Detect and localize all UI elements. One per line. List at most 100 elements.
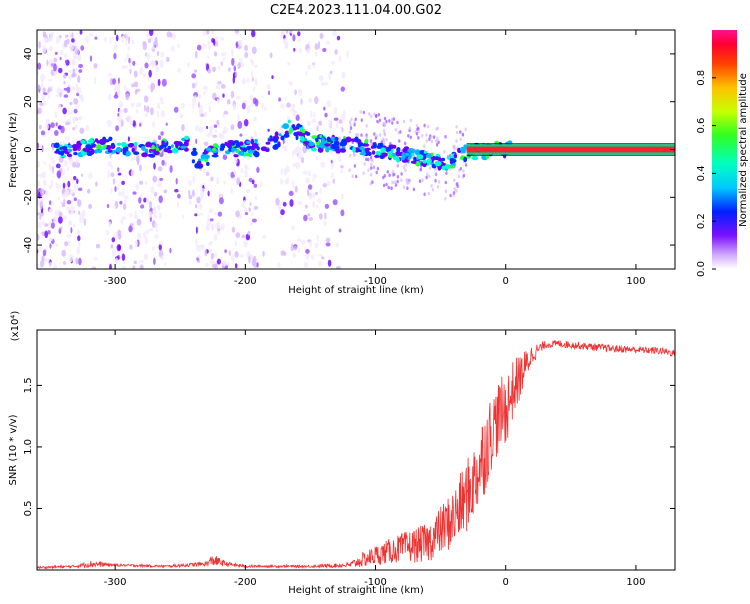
spectral-cell [350,117,353,122]
spectral-cell [42,45,47,54]
spectral-cell [157,166,163,172]
spectral-cell [132,120,136,127]
spectral-cell [231,49,234,57]
spectral-cell [109,263,112,269]
spectral-cell [298,47,302,54]
spectral-cell [363,162,366,166]
spectral-cell [64,189,70,197]
ridge-cell [283,133,290,138]
spectral-cell [390,186,393,191]
snr-x-label: Height of straight line (km) [288,585,424,596]
spectral-cell [222,113,225,118]
spectral-cell [208,249,213,253]
spectral-cell [152,175,158,183]
spectral-cell [434,172,437,176]
spectral-cell [213,51,218,57]
colorbar-gradient [712,30,737,269]
spectral-cell [80,96,85,103]
ridge-cell [205,147,212,152]
ridge-cell [224,141,228,146]
spectral-cell [74,183,78,192]
spectral-cell [187,62,190,68]
spectral-cell [417,129,421,134]
ridge-cell [273,137,279,143]
spectral-cell [230,90,235,99]
spectral-cell [326,181,331,187]
spectral-cell [171,33,176,40]
ridge-cell [311,147,317,152]
spectral-cell [194,125,200,132]
spectral-cell [444,189,447,193]
spectral-cell [144,237,149,245]
spectral-cell [110,164,113,170]
spectral-cell [80,173,84,177]
spectral-cell [58,67,63,74]
snr-y-tick-label: 1.0 [23,439,34,455]
spectral-cell [354,117,357,122]
spectral-cell [284,145,288,152]
ridge-cell [170,144,174,148]
spectral-cell [68,110,73,115]
spectral-cell [297,31,301,37]
spectrogram-x-tick-label: -300 [104,276,127,287]
ridge-cell [171,147,179,154]
spectral-cell [208,105,212,113]
ridge-cell [339,148,346,153]
spectral-cell [428,174,431,179]
spectral-cell [112,205,117,209]
ridge-cell [190,150,198,156]
spectral-cell [455,125,458,129]
spectral-cell [57,184,61,190]
spectral-cell [53,70,56,77]
spectral-cell [434,178,437,183]
ridge-cell [305,130,308,135]
ridge-cell [141,152,148,158]
spectral-cell [115,125,119,132]
spectral-cell [315,204,319,209]
colorbar-tick-label: 0.6 [696,118,707,134]
spectral-cell [394,127,398,132]
spectral-cell [124,83,127,92]
spectral-cell [223,110,229,115]
spectral-cell [37,212,41,216]
ridge-cell [251,143,259,149]
ridge-cell [242,147,248,152]
spectral-cell [66,166,70,171]
spectral-cell [43,179,47,187]
spectral-cell [399,130,402,134]
spectral-cell [287,61,291,66]
spectral-cell [365,135,368,140]
ridge-cell [437,157,442,162]
spectral-cell [425,133,428,137]
spectral-cell [214,211,217,216]
spectral-cell [53,264,58,269]
spectral-cell [170,33,173,38]
spectral-cell [236,177,241,186]
spectral-cell [49,200,52,205]
spectral-cell [130,157,134,162]
spectral-cell [314,51,318,57]
spectral-cell [38,221,42,229]
spectral-cell [41,95,46,101]
spectral-cell [139,164,142,172]
spectral-cell [315,191,318,196]
snr-x-tick-label: -300 [104,577,127,588]
spectral-cell [254,99,259,107]
spectral-cell [212,66,216,73]
spectral-cell [405,178,408,182]
spectral-cell [256,166,260,173]
spectral-cell [241,203,245,208]
spectral-cell [107,160,112,167]
spectral-cell [202,43,207,50]
spectral-cell [421,134,424,138]
spectral-cell [244,163,247,170]
snr-y-label: SNR (10 * v/v) [8,414,19,485]
spectral-cell [50,222,55,229]
spectral-cell [160,110,166,118]
spectral-cell [73,197,78,202]
spectral-cell [206,55,210,59]
spectral-cell [80,45,85,51]
spectral-cell [110,244,114,249]
spectral-cell [66,38,70,45]
spectral-cell [262,234,267,239]
